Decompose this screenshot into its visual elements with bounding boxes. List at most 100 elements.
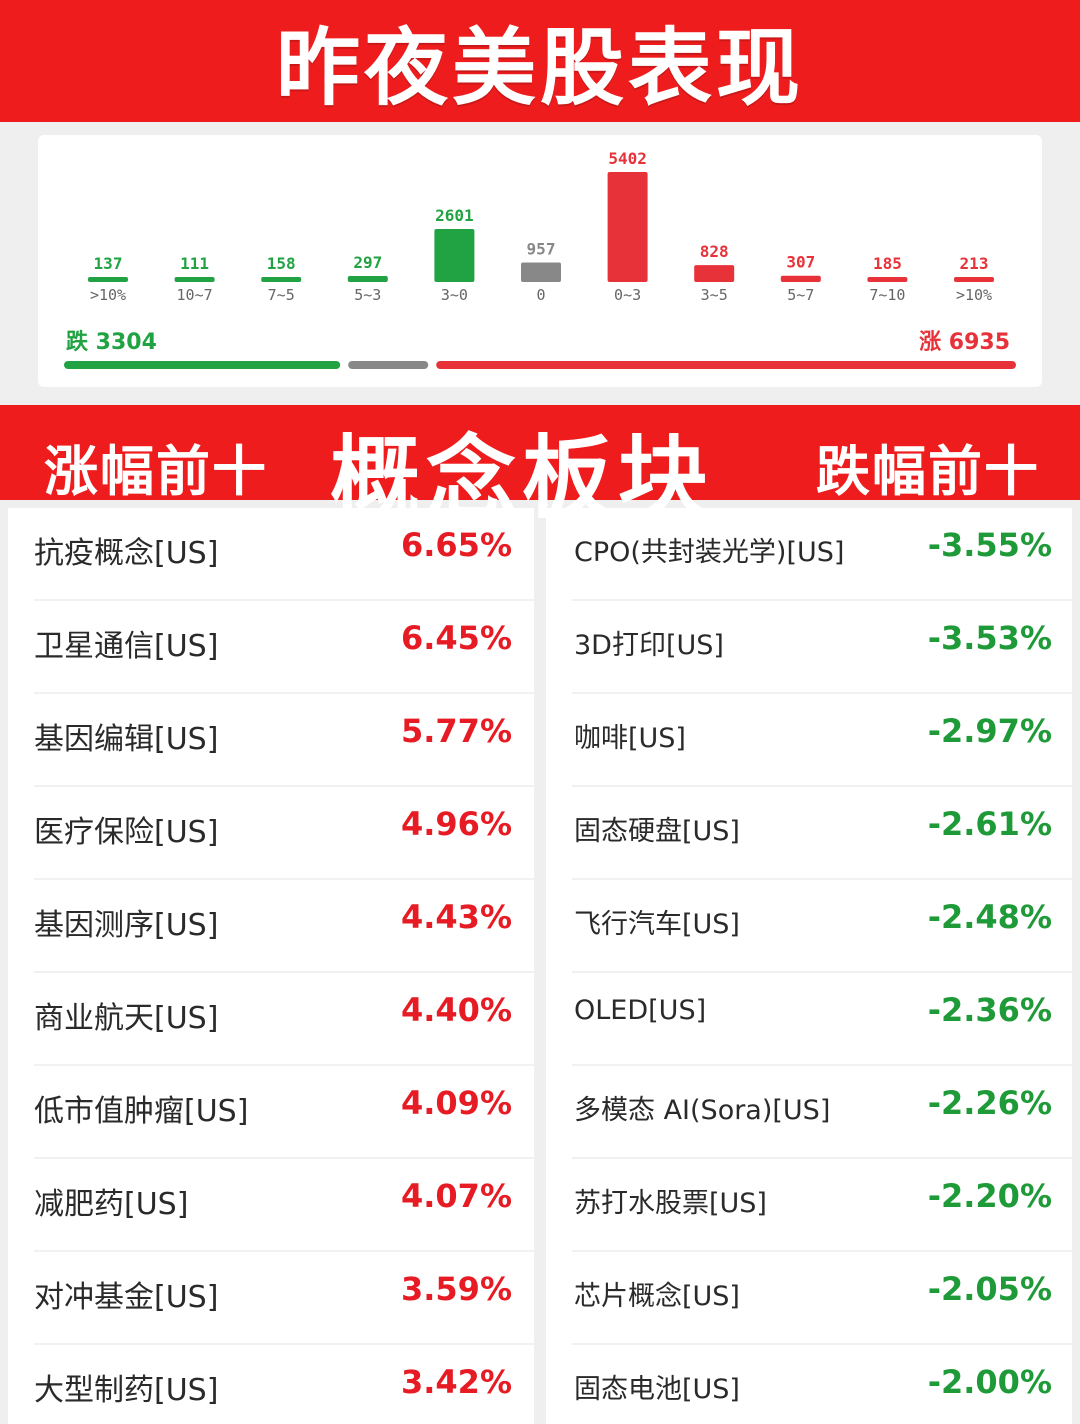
sector-name: 3D打印[US] <box>574 630 724 661</box>
bar-category-label: 5~7 <box>787 286 814 304</box>
row-divider <box>34 1157 534 1159</box>
sector-change: -2.00% <box>927 1363 1052 1401</box>
bar-value-label: 828 <box>700 242 729 261</box>
sector-name: 基因测序[US] <box>34 908 219 943</box>
row-divider <box>572 1343 1072 1345</box>
sector-name: 低市值肿瘤[US] <box>34 1094 249 1129</box>
bar-category-label: 10~7 <box>177 286 213 304</box>
bar-value-label: 213 <box>960 254 989 273</box>
sector-name: OLED[US] <box>574 995 707 1026</box>
gainer-row[interactable]: 对冲基金[US] 3.59% <box>8 1252 534 1345</box>
sector-name: 芯片概念[US] <box>574 1281 740 1312</box>
sector-change: 4.07% <box>400 1177 512 1215</box>
sector-change: 4.09% <box>400 1084 512 1122</box>
bar-2 <box>261 277 302 282</box>
sector-change: -2.26% <box>927 1084 1052 1122</box>
bar-5 <box>521 262 561 282</box>
bar-value-label: 5402 <box>608 149 647 168</box>
page-title: 昨夜美股表现 <box>275 18 804 117</box>
sector-name: 苏打水股票[US] <box>574 1188 767 1219</box>
bar-0 <box>88 277 128 282</box>
bar-category-label: 7~5 <box>268 286 295 304</box>
sector-change: -2.97% <box>927 712 1052 750</box>
bar-category-label: >10% <box>956 286 992 304</box>
losers-panel: CPO(共封装光学)[US] -3.55% 3D打印[US] -3.53% 咖啡… <box>546 508 1072 1424</box>
bar-4 <box>434 229 475 282</box>
down-total-label: 跌 3304 <box>66 330 157 355</box>
loser-row[interactable]: 多模态 AI(Sora)[US] -2.26% <box>546 1066 1072 1159</box>
bar-value-label: 297 <box>353 253 382 272</box>
sector-name: 咖啡[US] <box>574 723 686 754</box>
bar-category-label: 0 <box>536 286 545 304</box>
distribution-chart: 137 >10% 111 10~7 158 7~5 297 5~3 2601 3~0 957 0 540… <box>64 149 1016 369</box>
bar-category-label: 3~5 <box>701 286 728 304</box>
gainer-row[interactable]: 基因编辑[US] 5.77% <box>8 694 534 787</box>
bar-value-label: 137 <box>94 254 123 273</box>
row-divider <box>34 1343 534 1345</box>
sector-change: -3.55% <box>927 526 1052 564</box>
gainer-row[interactable]: 低市值肿瘤[US] 4.09% <box>8 1066 534 1159</box>
loser-row[interactable]: 固态硬盘[US] -2.61% <box>546 787 1072 880</box>
ratio-bar-down <box>64 361 341 369</box>
sector-change: -2.48% <box>927 898 1052 936</box>
bar-category-label: >10% <box>90 286 126 304</box>
row-divider <box>34 599 534 601</box>
loser-row[interactable]: 咖啡[US] -2.97% <box>546 694 1072 787</box>
bar-value-label: 158 <box>267 254 296 273</box>
loser-row[interactable]: OLED[US] -2.36% <box>546 973 1072 1066</box>
bar-value-label: 957 <box>527 240 556 259</box>
gainer-row[interactable]: 大型制药[US] 3.42% <box>8 1345 534 1424</box>
sector-change: 5.77% <box>400 712 512 750</box>
gainer-row[interactable]: 抗疫概念[US] 6.65% <box>8 508 534 601</box>
bar-3 <box>347 275 388 282</box>
sector-change: 3.59% <box>400 1270 512 1308</box>
loser-row[interactable]: 芯片概念[US] -2.05% <box>546 1252 1072 1345</box>
loser-row[interactable]: 飞行汽车[US] -2.48% <box>546 880 1072 973</box>
sector-change: -2.20% <box>927 1177 1052 1215</box>
loser-row[interactable]: 苏打水股票[US] -2.20% <box>546 1159 1072 1252</box>
gainer-row[interactable]: 医疗保险[US] 4.96% <box>8 787 534 880</box>
sector-name: CPO(共封装光学)[US] <box>574 537 845 568</box>
bar-category-label: 7~10 <box>869 286 905 304</box>
bar-8 <box>780 275 821 282</box>
row-divider <box>34 1250 534 1252</box>
sector-name: 大型制药[US] <box>34 1373 219 1408</box>
ratio-bar-up <box>436 361 1016 369</box>
sector-name: 固态电池[US] <box>574 1374 740 1405</box>
bar-value-label: 185 <box>873 254 902 273</box>
gainer-row[interactable]: 减肥药[US] 4.07% <box>8 1159 534 1252</box>
sector-change: 3.42% <box>400 1363 512 1401</box>
row-divider <box>34 785 534 787</box>
gainer-row[interactable]: 商业航天[US] 4.40% <box>8 973 534 1066</box>
sector-name: 减肥药[US] <box>34 1187 189 1222</box>
sector-change: -2.05% <box>927 1270 1052 1308</box>
gainer-row[interactable]: 卫星通信[US] 6.45% <box>8 601 534 694</box>
loser-row[interactable]: 3D打印[US] -3.53% <box>546 601 1072 694</box>
bar-value-label: 307 <box>786 253 815 272</box>
sector-name: 抗疫概念[US] <box>34 536 219 571</box>
bar-category-label: 0~3 <box>614 286 641 304</box>
sector-change: 4.96% <box>400 805 512 843</box>
row-divider <box>34 692 534 694</box>
loser-row[interactable]: 固态电池[US] -2.00% <box>546 1345 1072 1424</box>
sector-name: 对冲基金[US] <box>34 1280 219 1315</box>
loser-row[interactable]: CPO(共封装光学)[US] -3.55% <box>546 508 1072 601</box>
top-losers-heading: 跌幅前十 <box>816 440 1040 503</box>
row-divider <box>572 692 1072 694</box>
row-divider <box>572 785 1072 787</box>
row-divider <box>34 878 534 880</box>
bar-10 <box>954 277 994 282</box>
distribution-chart-card: 137 >10% 111 10~7 158 7~5 297 5~3 2601 3~0 957 0 540… <box>38 135 1042 387</box>
bar-7 <box>694 265 735 282</box>
row-divider <box>572 599 1072 601</box>
bar-value-label: 2601 <box>435 206 474 225</box>
sector-change: 4.40% <box>400 991 512 1029</box>
sector-name: 固态硬盘[US] <box>574 816 740 847</box>
sector-change: -2.61% <box>927 805 1052 843</box>
row-divider <box>34 1064 534 1066</box>
sector-name: 多模态 AI(Sora)[US] <box>574 1095 831 1126</box>
bar-9 <box>867 277 908 282</box>
row-divider <box>572 878 1072 880</box>
bar-category-label: 5~3 <box>354 286 381 304</box>
gainer-row[interactable]: 基因测序[US] 4.43% <box>8 880 534 973</box>
